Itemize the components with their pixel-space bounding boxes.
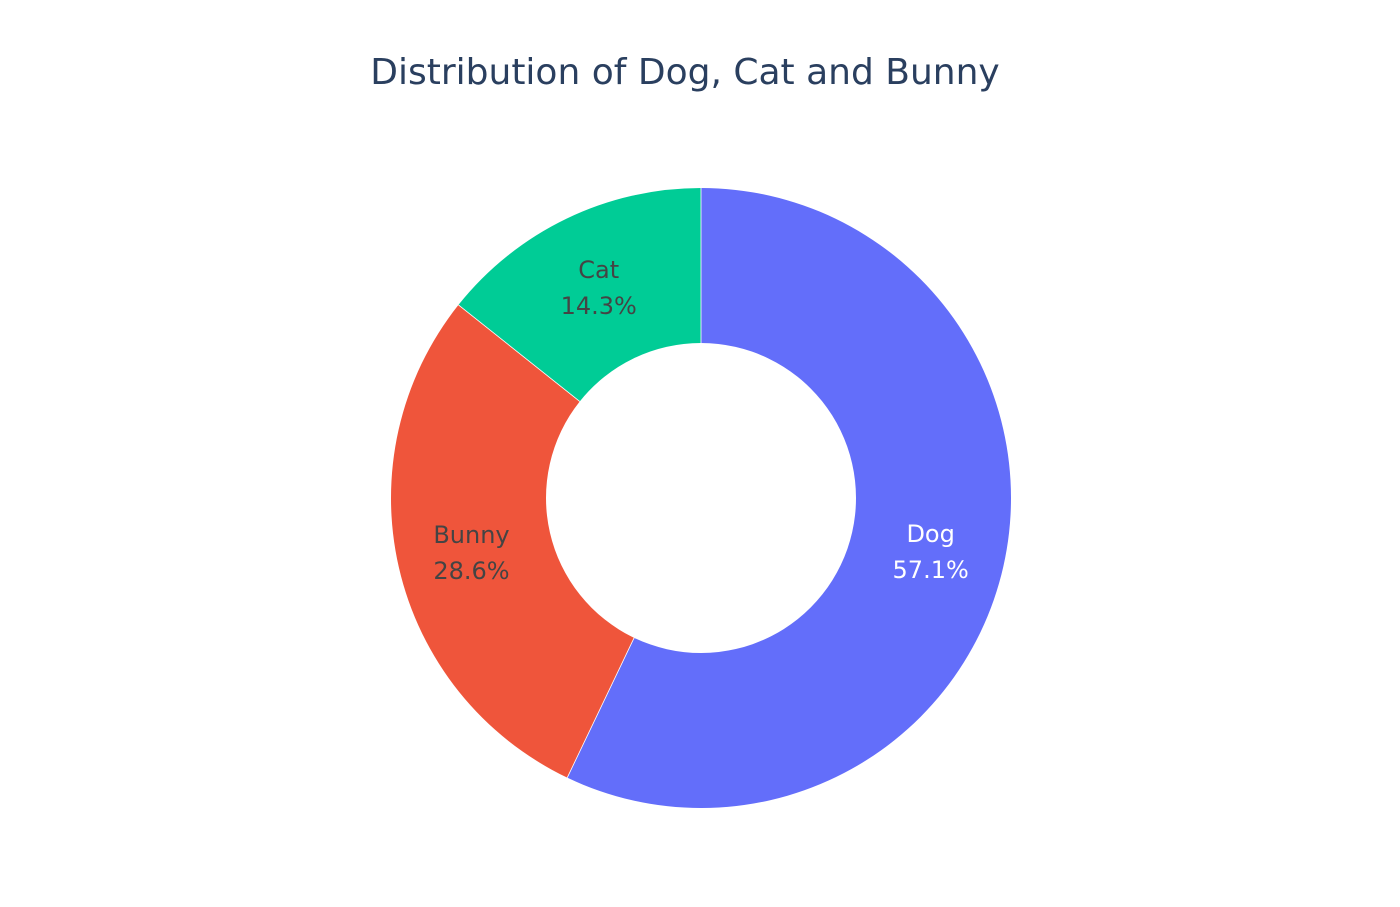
slice-label-cat: Cat 14.3% [561, 256, 637, 320]
slice-name-dog: Dog [906, 520, 954, 548]
slices-layer [391, 188, 1012, 808]
slice-bunny[interactable] [391, 304, 635, 778]
slice-separator [458, 304, 580, 402]
slice-label-dog: Dog 57.1% [893, 520, 969, 584]
slice-label-bunny: Bunny 28.6% [433, 521, 509, 585]
slice-name-cat: Cat [578, 256, 619, 284]
slice-separator [566, 637, 635, 778]
slice-name-bunny: Bunny [433, 521, 509, 549]
chart-title: Distribution of Dog, Cat and Bunny [370, 52, 1000, 93]
slice-percent-cat: 14.3% [561, 292, 637, 320]
slice-percent-bunny: 28.6% [433, 557, 509, 585]
labels-layer: Dog 57.1% Bunny 28.6% Cat 14.3% [433, 256, 968, 585]
slice-cat[interactable] [458, 188, 701, 402]
slice-dog[interactable] [567, 188, 1012, 808]
slice-percent-dog: 57.1% [893, 556, 969, 584]
